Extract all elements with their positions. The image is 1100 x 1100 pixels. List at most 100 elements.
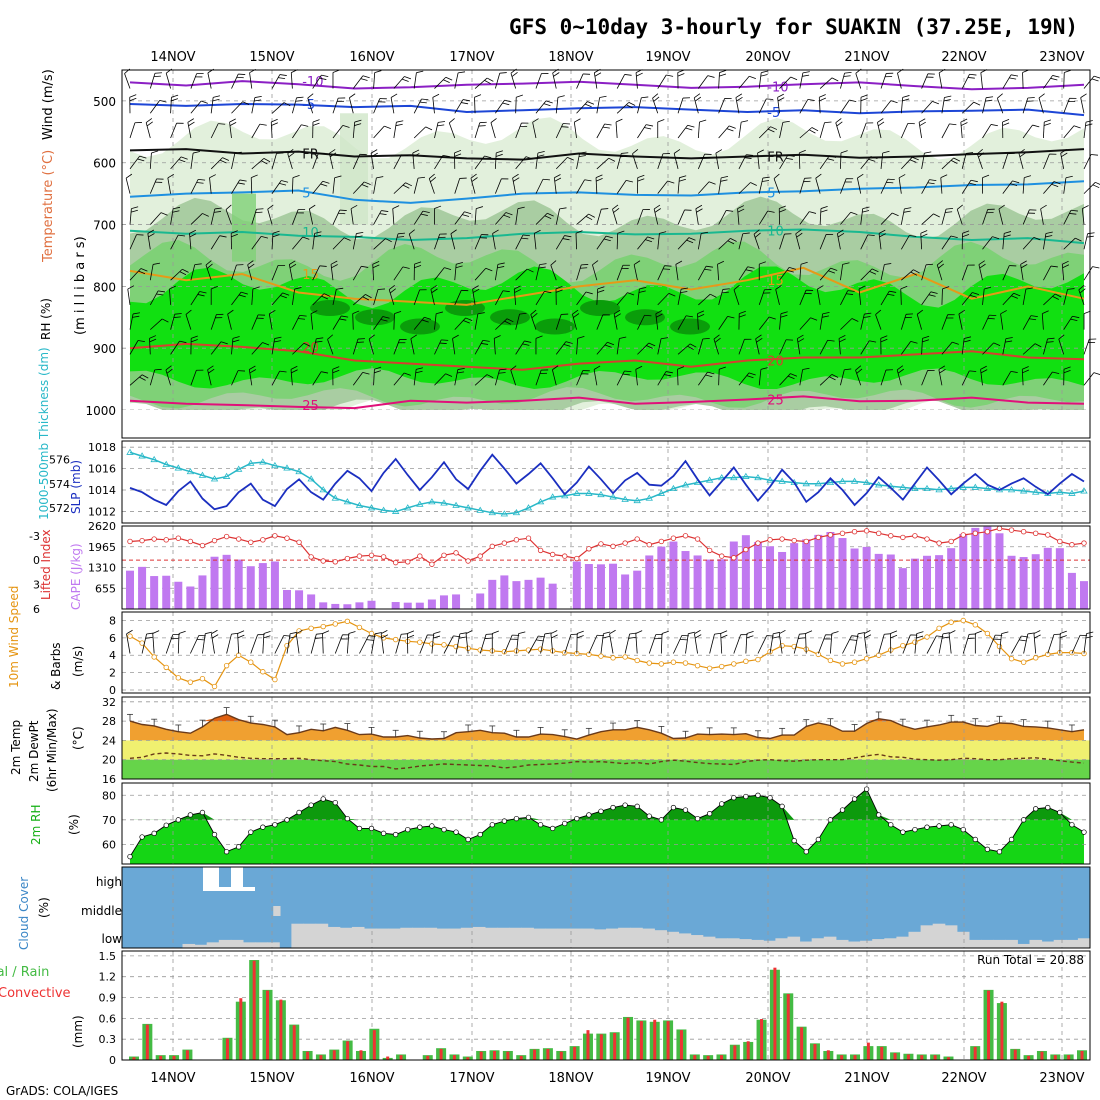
upper-wind-barb — [798, 152, 801, 169]
upper-wind-barb — [352, 338, 359, 355]
upper-wind-barb — [432, 97, 435, 114]
wind-barb-flag — [775, 285, 782, 290]
upper-wind-barb — [1018, 153, 1024, 170]
upper-wind-barb — [657, 371, 667, 386]
wind-barb-flag — [739, 314, 746, 318]
upper-wind-barb — [515, 340, 525, 355]
wind-barb-flag — [499, 72, 507, 74]
top-date-label: 23NOV — [1039, 50, 1084, 65]
wind-barb-flag — [554, 177, 562, 182]
wind-barb-flag — [733, 284, 740, 291]
upper-wind-barb — [535, 73, 542, 89]
li-point — [1057, 538, 1063, 545]
wind-barb-flag — [749, 75, 756, 79]
rh-column — [232, 193, 256, 262]
upper-wind-barb — [555, 235, 565, 250]
upper-wind-barb — [836, 233, 841, 250]
wind-barb-flag — [394, 311, 402, 315]
upper-wind-barb — [167, 177, 171, 194]
wind-barb-flag — [941, 636, 950, 639]
upper-wind-barb — [271, 338, 275, 355]
wind-speed-point — [996, 643, 1003, 650]
wind-barb-flag — [433, 631, 441, 634]
cape-bar — [645, 555, 654, 609]
wind-barb-flag — [535, 335, 543, 339]
low-cloud-bar — [388, 928, 401, 948]
upper-wind-barb — [231, 370, 239, 386]
thickness-point — [138, 452, 146, 459]
upper-wind-barb — [393, 266, 404, 281]
wind-barb-flag — [622, 373, 630, 376]
pressure-tick-label: 800 — [93, 280, 116, 294]
wind-barb-flag — [521, 237, 529, 240]
low-cloud-bar — [835, 939, 849, 948]
li-point — [851, 528, 858, 535]
wind-barb-flag — [281, 180, 289, 183]
precip-convective-bar — [666, 1021, 670, 1060]
thickness-point — [271, 461, 279, 469]
cape-bar — [814, 534, 823, 609]
wind-barb-flag — [940, 174, 948, 179]
low-cloud-bar — [678, 933, 692, 948]
cape-bar — [693, 555, 702, 609]
upper-wind-barb — [515, 314, 520, 330]
wind-barb-flag — [534, 229, 541, 234]
wind-speed-point — [863, 656, 870, 662]
upper-wind-barb — [738, 339, 745, 355]
cape-bar — [1043, 547, 1052, 609]
wind-barb-flag — [432, 93, 440, 98]
precip-convective-bar — [359, 1050, 363, 1060]
rh-point — [586, 812, 592, 818]
wind-barb-flag — [929, 179, 937, 182]
wind-speed-point — [429, 641, 435, 647]
li-point — [888, 533, 894, 539]
upper-wind-barb — [936, 264, 943, 281]
low-cloud-bar — [920, 925, 934, 948]
upper-wind-barb — [454, 178, 461, 194]
wind-barb-flag — [797, 338, 805, 343]
rh-core — [625, 309, 665, 326]
wind-barb-flag — [438, 121, 446, 123]
thickness-point — [391, 507, 400, 514]
wind-barb-flag — [882, 150, 890, 154]
wind-barb-flag — [828, 270, 836, 274]
cloud-low-label: low — [102, 932, 123, 946]
upper-wind-barb — [310, 313, 314, 330]
upper-wind-barb — [312, 180, 324, 194]
rh-point — [248, 829, 254, 835]
wind-barb-flag — [755, 334, 762, 340]
wind-speed-point — [839, 661, 846, 667]
li-point — [1008, 527, 1015, 533]
upper-wind-barb — [860, 313, 865, 330]
wind-speed-point — [320, 623, 326, 630]
wind-barb-flag — [402, 266, 410, 269]
upper-wind-barb — [352, 75, 364, 89]
upper-wind-barb — [250, 177, 253, 194]
wind-barb-flag — [677, 366, 685, 370]
upper-wind-barb — [596, 342, 608, 355]
wind-barb-flag — [559, 207, 567, 210]
rh-point — [851, 796, 858, 802]
wind-barb-flag — [295, 100, 303, 102]
upper-wind-barb — [428, 178, 435, 194]
wind-barb-flag — [979, 263, 986, 269]
upper-wind-barb — [677, 177, 680, 194]
wind-barb-flag — [564, 235, 572, 238]
wind-barb-flag — [126, 629, 133, 635]
wind-barb-flag — [785, 157, 793, 160]
wind-barb-flag — [756, 337, 763, 343]
cape-bar — [162, 575, 171, 609]
low-cloud-bar — [787, 936, 801, 948]
cape-bar — [500, 575, 509, 609]
cape-bar — [705, 559, 714, 609]
upper-wind-barb — [292, 236, 303, 250]
precip-convective-bar — [466, 1057, 470, 1060]
thickness-point — [838, 477, 847, 484]
wind-barb-flag — [855, 365, 862, 371]
upper-wind-barb — [251, 288, 254, 305]
wind-barb-flag — [464, 211, 472, 215]
upper-wind-barb — [555, 208, 560, 225]
upper-wind-barb — [127, 289, 131, 305]
wind-barb-flag — [887, 178, 895, 181]
